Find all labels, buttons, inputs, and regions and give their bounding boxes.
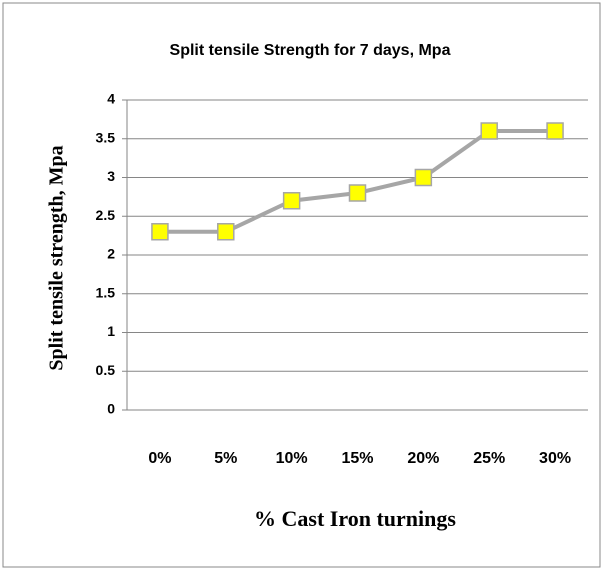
x-tick-label: 0% xyxy=(148,450,171,467)
y-tick-label: 3 xyxy=(107,168,115,184)
y-tick-label: 1.5 xyxy=(96,284,116,300)
y-tick-label: 4 xyxy=(107,91,115,107)
x-tick-label: 20% xyxy=(407,450,439,467)
data-point xyxy=(480,122,498,140)
y-tick-label: 3.5 xyxy=(96,129,116,145)
data-point xyxy=(217,223,235,241)
x-tick-label: 5% xyxy=(214,450,237,467)
y-tick-label: 0.5 xyxy=(96,362,116,378)
data-point xyxy=(414,168,433,187)
x-tick-label: 30% xyxy=(539,450,571,467)
y-axis-label: Split tensile strength, Mpa xyxy=(46,145,68,370)
chart-title: Split tensile Strength for 7 days, Mpa xyxy=(170,42,451,59)
x-axis-label: % Cast Iron turnings xyxy=(254,506,456,531)
y-tick-label: 0 xyxy=(107,401,115,417)
data-point xyxy=(282,192,301,210)
data-point xyxy=(151,223,169,241)
x-tick-label: 10% xyxy=(276,450,308,467)
x-tick-label: 25% xyxy=(473,450,505,467)
data-point xyxy=(546,122,564,140)
y-tick-label: 2 xyxy=(107,246,115,262)
data-point xyxy=(348,184,367,202)
y-tick-label: 2.5 xyxy=(96,207,116,223)
y-tick-label: 1 xyxy=(107,323,115,339)
x-tick-label: 15% xyxy=(341,450,373,467)
